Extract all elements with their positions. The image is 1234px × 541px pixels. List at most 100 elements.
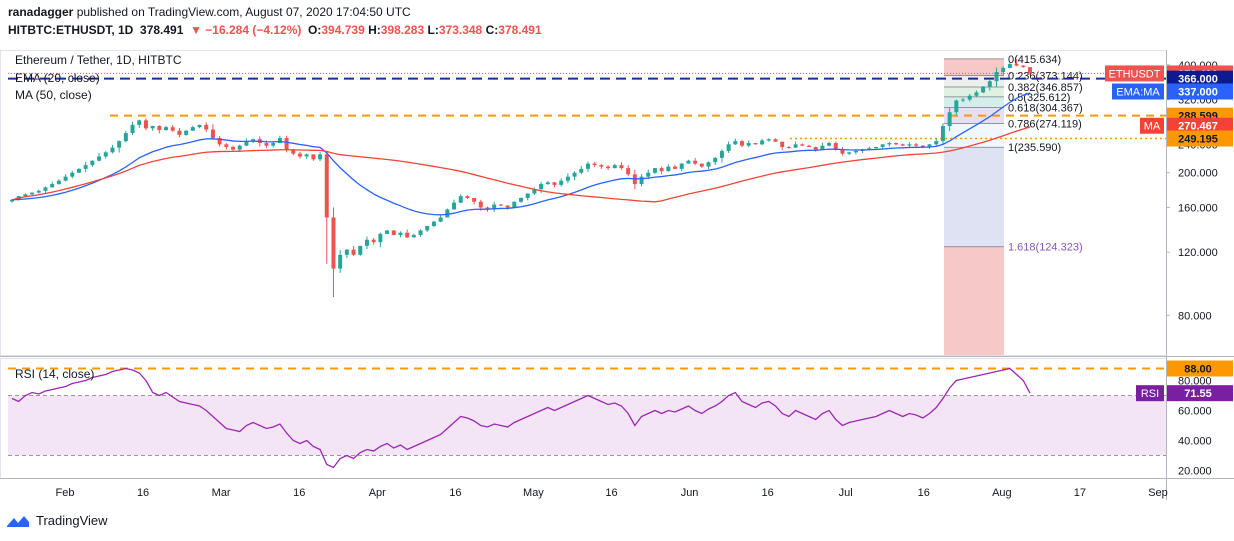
candle-body — [606, 166, 611, 169]
candle-body — [1014, 64, 1019, 66]
candle-body — [204, 124, 209, 130]
high-value: 398.283 — [380, 23, 425, 37]
candle-body — [974, 92, 979, 96]
candle-body — [472, 198, 477, 202]
series-tag-box — [1140, 117, 1164, 134]
candle-body — [532, 189, 537, 194]
publisher-name[interactable]: ranadagger — [8, 5, 74, 19]
candle-body — [579, 168, 584, 173]
candle-body — [445, 209, 450, 218]
candle-body — [800, 144, 805, 146]
fib-level-label: 1.618(124.323) — [1008, 242, 1083, 254]
candle-body — [190, 127, 195, 131]
time-tick-label: 17 — [1074, 487, 1086, 499]
rsi-level-label-box — [1167, 360, 1233, 377]
candle-body — [277, 137, 282, 144]
candle-body — [137, 120, 142, 125]
candle-body — [498, 204, 503, 206]
fib-zone — [944, 58, 1004, 76]
candle-body — [177, 130, 182, 135]
candle-body — [961, 99, 966, 101]
rsi-tick-label: 40.000 — [1178, 436, 1212, 448]
candle-body — [297, 153, 302, 157]
last-price: 378.491 — [140, 23, 184, 37]
fib-level-label: 1(235.590) — [1008, 142, 1061, 154]
candle-body — [264, 143, 269, 146]
candle-body — [699, 163, 704, 167]
candle-body — [559, 180, 564, 185]
rsi-line — [11, 367, 1031, 469]
candle-body — [572, 172, 577, 177]
price-axis-label-box — [1167, 83, 1233, 100]
candle-body — [1021, 65, 1026, 68]
low-label: L: — [427, 23, 439, 37]
high-label: H: — [368, 23, 381, 37]
time-tick-label: Sep — [1148, 487, 1168, 499]
price-tick-label: 160.000 — [1178, 202, 1218, 214]
series-tag-box — [1112, 83, 1164, 100]
candle-body — [90, 160, 95, 166]
fib-level-label: 0.236(373.144) — [1008, 71, 1083, 83]
close-label: C: — [485, 23, 499, 37]
candle-body — [143, 120, 148, 129]
candle-body — [164, 127, 169, 131]
candle-body — [539, 184, 544, 190]
candle-body — [907, 144, 912, 146]
candle-body — [927, 144, 932, 147]
series-tag-label: MA — [1144, 121, 1161, 133]
candle-body — [56, 180, 61, 185]
time-tick-label: Apr — [369, 487, 386, 499]
candle-body — [773, 139, 778, 142]
rsi-level-label: 88.00 — [1184, 364, 1212, 376]
candle-body — [284, 137, 289, 150]
candle-body — [36, 190, 41, 193]
price-axis-label: 366.000 — [1178, 74, 1218, 86]
price-change: ▼ −16.284 (−4.12%) — [190, 23, 302, 37]
candle-body — [371, 239, 376, 243]
fib-zone — [944, 147, 1004, 247]
candle-body — [418, 230, 423, 236]
ohlc-line: HITBTC:ETHUSDT, 1D 378.491 ▼ −16.284 (−4… — [8, 23, 542, 37]
candle-body — [840, 149, 845, 154]
rsi-legend: RSI (14, close) — [15, 367, 95, 381]
candle-body — [619, 165, 624, 169]
candle-body — [726, 144, 731, 151]
ma-line — [11, 126, 1031, 203]
candle-body — [820, 145, 825, 150]
published-text: published on TradingView.com, August 07,… — [76, 5, 411, 19]
candle-body — [210, 129, 215, 138]
price-axis-label-box — [1167, 117, 1233, 134]
tradingview-logo[interactable]: TradingView — [6, 513, 108, 528]
candle-body — [519, 198, 523, 202]
ema-line — [11, 92, 1031, 216]
candle-body — [304, 154, 309, 157]
candle-body — [10, 199, 14, 202]
candle-body — [344, 249, 349, 255]
candle-body — [766, 139, 771, 141]
candle-body — [505, 205, 510, 208]
candle-body — [626, 168, 631, 175]
series-tag-label: EMA:MA — [1116, 87, 1160, 99]
candle-body — [833, 143, 838, 150]
candle-body — [753, 143, 758, 145]
candle-body — [197, 124, 202, 128]
candle-body — [954, 100, 959, 113]
candle-body — [847, 152, 852, 154]
series-tag-box — [1105, 65, 1164, 82]
candle-body — [786, 146, 791, 148]
price-axis-label-box — [1167, 130, 1233, 147]
candle-body — [452, 202, 457, 210]
candle-body — [492, 204, 497, 210]
candle-body — [914, 144, 919, 146]
time-tick-label: Mar — [212, 487, 231, 499]
candle-body — [271, 143, 276, 146]
candle-body — [780, 141, 785, 147]
time-tick-label: May — [523, 487, 544, 499]
fib-level-label: 0.786(274.119) — [1008, 119, 1082, 131]
ma-legend: MA (50, close) — [15, 88, 92, 102]
candle-body — [673, 166, 678, 169]
candle-body — [646, 172, 651, 177]
footer-brand: TradingView — [36, 513, 108, 528]
candle-body — [431, 221, 436, 227]
